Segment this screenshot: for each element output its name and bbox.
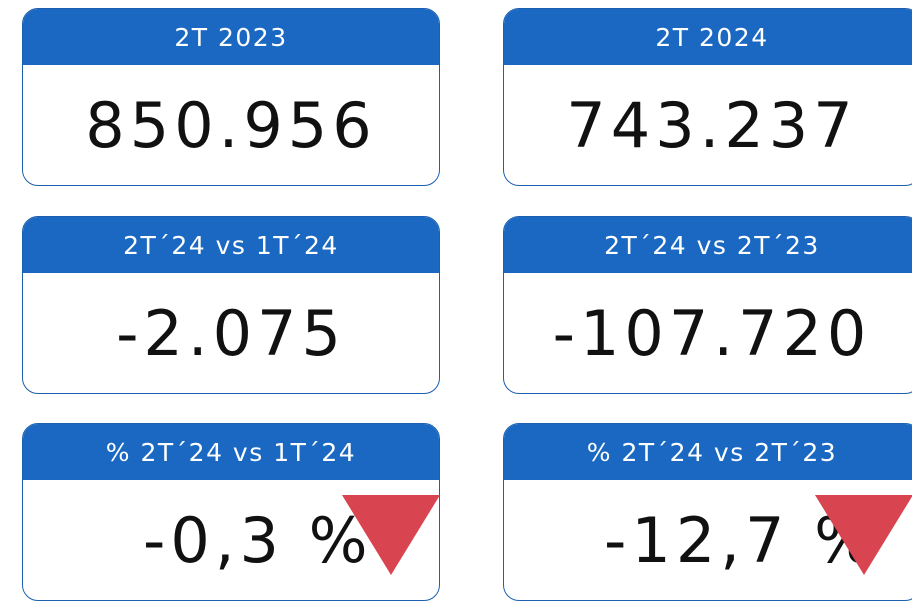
card-value: 743.237 xyxy=(566,88,858,162)
card-value: -0,3 % xyxy=(143,503,373,577)
card-value: -2.075 xyxy=(116,296,346,370)
card-title: 2T 2023 xyxy=(23,9,439,65)
card-title: 2T´24 vs 1T´24 xyxy=(23,217,439,273)
kpi-card: 2T 2024 743.237 xyxy=(503,8,912,186)
kpi-card: 2T 2023 850.956 xyxy=(22,8,440,186)
down-arrow xyxy=(342,495,440,575)
kpi-card: 2T´24 vs 1T´24 -2.075 xyxy=(22,216,440,394)
card-value: -107.720 xyxy=(552,296,872,370)
card-title: 2T´24 vs 2T´23 xyxy=(504,217,912,273)
card-title: % 2T´24 vs 1T´24 xyxy=(23,424,439,480)
card-value: 850.956 xyxy=(85,88,377,162)
card-title: 2T 2024 xyxy=(504,9,912,65)
card-title: % 2T´24 vs 2T´23 xyxy=(504,424,912,480)
kpi-card: 2T´24 vs 2T´23 -107.720 xyxy=(503,216,912,394)
down-arrow xyxy=(815,495,912,575)
